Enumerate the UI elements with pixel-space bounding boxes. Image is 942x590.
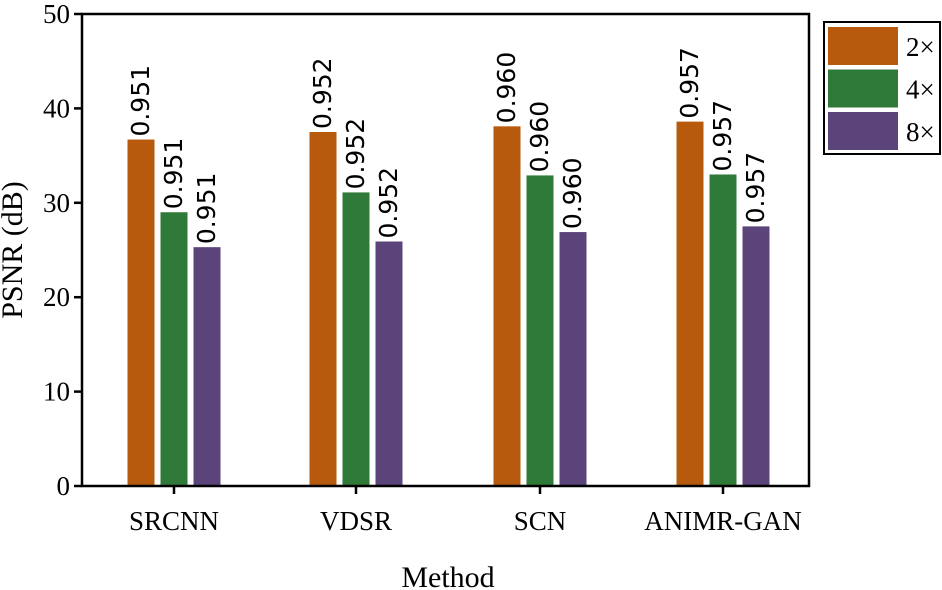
y-tick-label: 20: [43, 282, 70, 312]
bar-data-label: 0.957: [708, 100, 737, 172]
bar-data-label: 0.957: [741, 152, 770, 224]
bar: [127, 139, 155, 486]
bar: [559, 232, 587, 486]
bar: [709, 174, 737, 487]
bar-data-label: 0.960: [525, 101, 554, 173]
bars-group: [127, 121, 770, 487]
bar-data-label: 0.960: [492, 52, 521, 124]
x-tick-label: VDSR: [320, 506, 392, 536]
legend-swatch: [828, 112, 898, 150]
legend-label: 8×: [906, 117, 935, 147]
legend-swatch: [828, 69, 898, 108]
y-axis-title: PSNR (dB): [0, 181, 29, 319]
y-axis: 0 10 20 30 40 50: [43, 0, 82, 501]
legend: 2× 4× 8×: [823, 21, 941, 155]
bar: [309, 132, 337, 486]
bar: [193, 247, 221, 486]
bar: [160, 212, 188, 487]
y-tick-label: 30: [43, 188, 70, 218]
bar: [526, 175, 554, 486]
x-tick-label: SCN: [514, 506, 567, 536]
y-tick-label: 40: [43, 93, 70, 123]
legend-label: 2×: [906, 32, 935, 62]
plot-frame: [80, 12, 811, 488]
bar-data-label: 0.952: [374, 167, 403, 239]
x-axis-title: Method: [401, 561, 494, 590]
bar: [493, 126, 521, 486]
bar-data-label: 0.951: [159, 138, 188, 210]
x-tick-label: ANIMR-GAN: [644, 506, 802, 536]
legend-swatch: [828, 27, 898, 65]
bar-data-label: 0.951: [126, 65, 155, 137]
legend-label: 4×: [906, 75, 935, 105]
bar-data-label: 0.951: [192, 173, 221, 245]
x-axis: SRCNN VDSR SCN ANIMR-GAN: [129, 486, 802, 536]
bar-data-label: 0.960: [558, 157, 587, 229]
y-tick-label: 50: [43, 0, 70, 29]
bar: [375, 241, 403, 486]
bar: [676, 121, 704, 486]
bar-data-label: 0.952: [341, 118, 370, 190]
y-tick-label: 10: [43, 377, 70, 407]
bar-data-label: 0.957: [675, 47, 704, 119]
bar: [742, 226, 770, 486]
bar-data-label: 0.952: [308, 57, 337, 129]
bar: [342, 192, 370, 486]
x-tick-label: SRCNN: [129, 506, 219, 536]
y-tick-label: 0: [57, 471, 71, 501]
